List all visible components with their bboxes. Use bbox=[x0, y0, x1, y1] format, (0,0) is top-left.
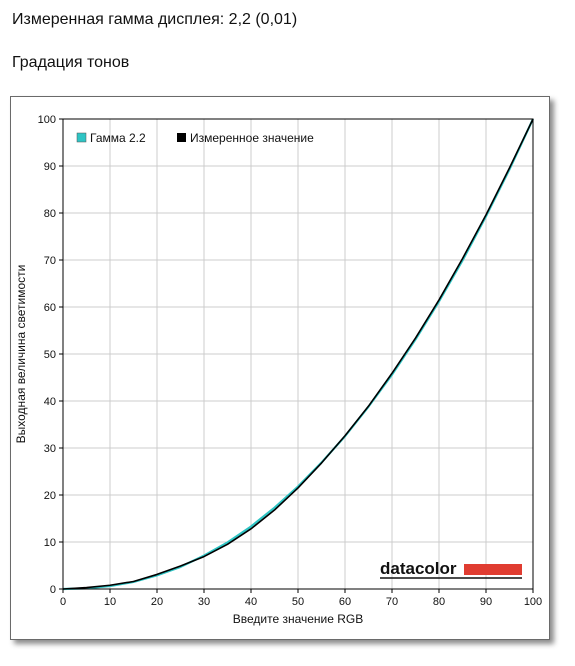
tone-response-chart: 0 10 20 30 40 50 60 70 80 90 100 0 10 20 30 40 50 60 70 80 9… bbox=[14, 114, 543, 626]
x-tick-label-10: 10 bbox=[104, 596, 116, 608]
y-tick-label-30: 30 bbox=[44, 443, 56, 455]
legend-label-measured: Измеренное значение bbox=[190, 131, 314, 145]
x-tick-label-60: 60 bbox=[339, 596, 351, 608]
y-tick-label-70: 70 bbox=[44, 255, 56, 267]
axis-ticks: 0 10 20 30 40 50 60 70 80 90 100 0 10 20 30 40 50 60 70 80 9… bbox=[38, 114, 543, 608]
grid-lines bbox=[63, 119, 533, 589]
y-tick-label-20: 20 bbox=[44, 490, 56, 502]
legend-swatch-gamma bbox=[76, 132, 87, 143]
x-tick-label-0: 0 bbox=[60, 596, 66, 608]
legend-label-gamma: Гамма 2.2 bbox=[90, 131, 146, 145]
logo-wordmark: datacolor bbox=[380, 559, 457, 578]
logo-accent-bar bbox=[464, 564, 522, 575]
x-tick-label-20: 20 bbox=[151, 596, 163, 608]
y-tick-label-50: 50 bbox=[44, 349, 56, 361]
legend-swatch-measured bbox=[177, 133, 186, 142]
y-tick-label-10: 10 bbox=[44, 537, 56, 549]
tone-response-title: Градация тонов bbox=[12, 54, 130, 71]
measured-gamma-text: Измеренная гамма дисплея: 2,2 (0,01) bbox=[12, 11, 298, 28]
y-tick-label-90: 90 bbox=[44, 161, 56, 173]
x-tick-label-50: 50 bbox=[292, 596, 304, 608]
chart-panel: 0 10 20 30 40 50 60 70 80 90 100 0 10 20 30 40 50 60 70 80 9… bbox=[10, 96, 550, 640]
series-lines bbox=[62, 118, 534, 591]
series-line-measured bbox=[62, 118, 534, 590]
y-tick-label-100: 100 bbox=[38, 114, 56, 126]
x-tick-label-40: 40 bbox=[245, 596, 257, 608]
x-tick-label-80: 80 bbox=[433, 596, 445, 608]
x-tick-label-70: 70 bbox=[386, 596, 398, 608]
x-tick-label-90: 90 bbox=[480, 596, 492, 608]
chart-legend: Гамма 2.2 Измеренное значение bbox=[76, 131, 314, 145]
x-tick-label-30: 30 bbox=[198, 596, 210, 608]
y-tick-label-0: 0 bbox=[50, 584, 56, 596]
y-tick-label-40: 40 bbox=[44, 396, 56, 408]
y-tick-label-80: 80 bbox=[44, 208, 56, 220]
y-axis-title: Выходная величина светимости bbox=[14, 265, 28, 444]
datacolor-logo: datacolor bbox=[380, 559, 522, 579]
x-axis-title: Введите значение RGB bbox=[233, 612, 364, 626]
x-tick-label-100: 100 bbox=[524, 596, 542, 608]
y-tick-label-60: 60 bbox=[44, 302, 56, 314]
